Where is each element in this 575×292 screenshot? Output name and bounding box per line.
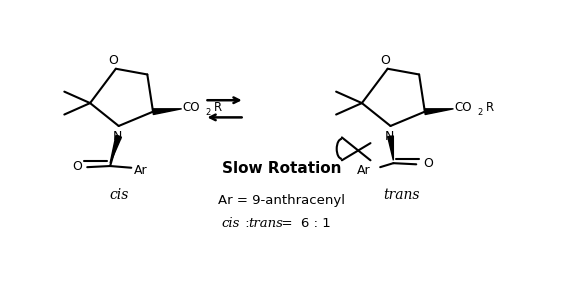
Text: R: R [214,101,223,114]
Text: trans: trans [248,217,283,230]
Text: Ar: Ar [134,164,148,177]
Text: Ar: Ar [357,164,370,177]
Text: 2: 2 [477,108,483,117]
Text: 2: 2 [206,108,211,117]
Text: Ar = 9-anthracenyl: Ar = 9-anthracenyl [218,194,345,207]
Text: O: O [72,159,82,173]
Text: O: O [380,54,390,67]
Text: N: N [385,130,394,143]
Text: cis: cis [109,188,128,202]
Text: :: : [240,217,254,230]
Polygon shape [388,136,393,160]
Polygon shape [153,109,182,114]
Polygon shape [424,109,454,114]
Text: O: O [423,157,432,170]
Text: =  6 : 1: = 6 : 1 [273,217,331,230]
Text: R: R [486,101,494,114]
Polygon shape [110,135,121,163]
Text: Slow Rotation: Slow Rotation [222,161,342,176]
Text: trans: trans [384,188,420,202]
Text: cis: cis [222,217,240,230]
Text: O: O [108,54,118,67]
Text: N: N [113,130,122,143]
Text: CO: CO [183,101,200,114]
Text: CO: CO [455,101,472,114]
